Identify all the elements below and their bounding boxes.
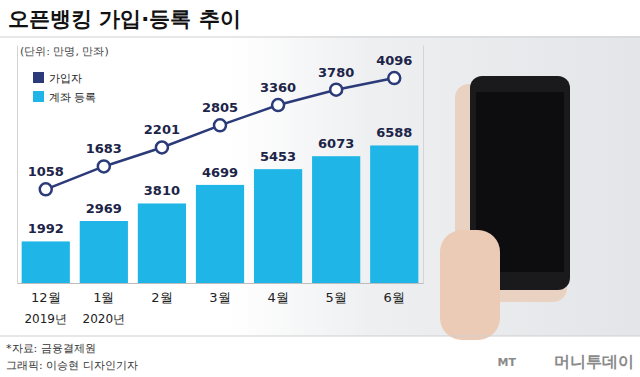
- bar: [196, 185, 244, 283]
- legend-label: 가입자: [49, 72, 82, 85]
- x-tick-label: 4월: [267, 290, 288, 305]
- x-tick: 1월: [93, 283, 114, 305]
- line-marker: [330, 84, 342, 96]
- line-marker: [98, 160, 110, 172]
- bar-label: 5453: [260, 149, 296, 164]
- legend-swatch: [33, 91, 44, 102]
- bar-label: 6588: [376, 125, 412, 140]
- bar-label: 3810: [144, 183, 180, 198]
- line-marker: [272, 99, 284, 111]
- source: *자료: 금융결제원: [6, 342, 96, 355]
- legend-item: 계좌 등록: [33, 91, 97, 104]
- data-labels: 1992 2969 3810 4699 5453 6073 6588 1058 1683 2201…: [28, 53, 413, 236]
- legend-item: 가입자: [33, 72, 82, 85]
- x-tick: 2월: [151, 283, 172, 305]
- y-axis-line: [17, 46, 18, 284]
- bar: [254, 169, 302, 283]
- title-rule: [0, 37, 640, 38]
- x-tick: 5월: [326, 283, 347, 305]
- y-axis: [17, 46, 18, 284]
- line-marker: [156, 141, 168, 153]
- photo-background: [230, 36, 640, 336]
- x-tick-label: 6월: [384, 290, 405, 305]
- legend-label: 계좌 등록: [49, 91, 97, 104]
- line-marker: [388, 72, 400, 84]
- background: [0, 0, 640, 377]
- line-label: 3780: [318, 65, 354, 80]
- x-tick: 6월: [384, 283, 405, 305]
- title: 오픈뱅킹 가입·등록 추이: [8, 7, 241, 31]
- logo: 머니투데이: [554, 352, 634, 371]
- line: [46, 78, 394, 189]
- x-tick-label: 2월: [151, 290, 172, 305]
- line-marker: [40, 183, 52, 195]
- x-axis-line: [18, 283, 424, 284]
- x-tick-label: 12월: [31, 290, 61, 305]
- legend-swatch: [33, 72, 44, 83]
- y2-axis: [423, 46, 424, 284]
- line-label: 4096: [376, 53, 412, 68]
- logo-mark: MT: [498, 356, 517, 369]
- year-label: 2020년: [83, 312, 126, 326]
- bar: [312, 156, 360, 283]
- line-label: 2201: [144, 122, 180, 137]
- bar-label: 6073: [318, 136, 354, 151]
- x-tick-label: 1월: [93, 290, 114, 305]
- chart: 오픈뱅킹 가입·등록 추이 (단위: 만명, 만좌) 1992 2969 3810 469…: [0, 0, 640, 377]
- credit: 그래픽: 이승현 디자인기자: [6, 359, 138, 372]
- bar: [22, 241, 70, 283]
- phone-illustration: [440, 76, 570, 340]
- x-tick-label: 3월: [209, 290, 230, 305]
- line-marker: [214, 119, 226, 131]
- bar: [80, 221, 128, 283]
- bar: [370, 145, 418, 283]
- bar-label: 2969: [86, 201, 122, 216]
- x-tick: 4월: [267, 283, 288, 305]
- x-tick-label: 5월: [326, 290, 347, 305]
- bar-label: 4699: [202, 165, 238, 180]
- plot-marks: [22, 72, 419, 283]
- x-axis: 12월 1월 2월 3월 4월 5월 6월: [18, 283, 424, 305]
- line-label: 1683: [86, 141, 122, 156]
- subtitle: (단위: 만명, 만좌): [20, 45, 109, 58]
- x-tick: 12월: [31, 283, 61, 305]
- line-label: 2805: [202, 100, 238, 115]
- bar-label: 1992: [28, 221, 64, 236]
- line-label: 1058: [28, 164, 64, 179]
- footer-rule: [0, 336, 640, 337]
- line-label: 3360: [260, 80, 296, 95]
- bar: [138, 203, 186, 283]
- legend: 가입자계좌 등록: [33, 72, 97, 104]
- x-tick: 3월: [209, 283, 230, 305]
- y2-axis-line: [423, 46, 424, 284]
- year-label: 2019년: [24, 312, 67, 326]
